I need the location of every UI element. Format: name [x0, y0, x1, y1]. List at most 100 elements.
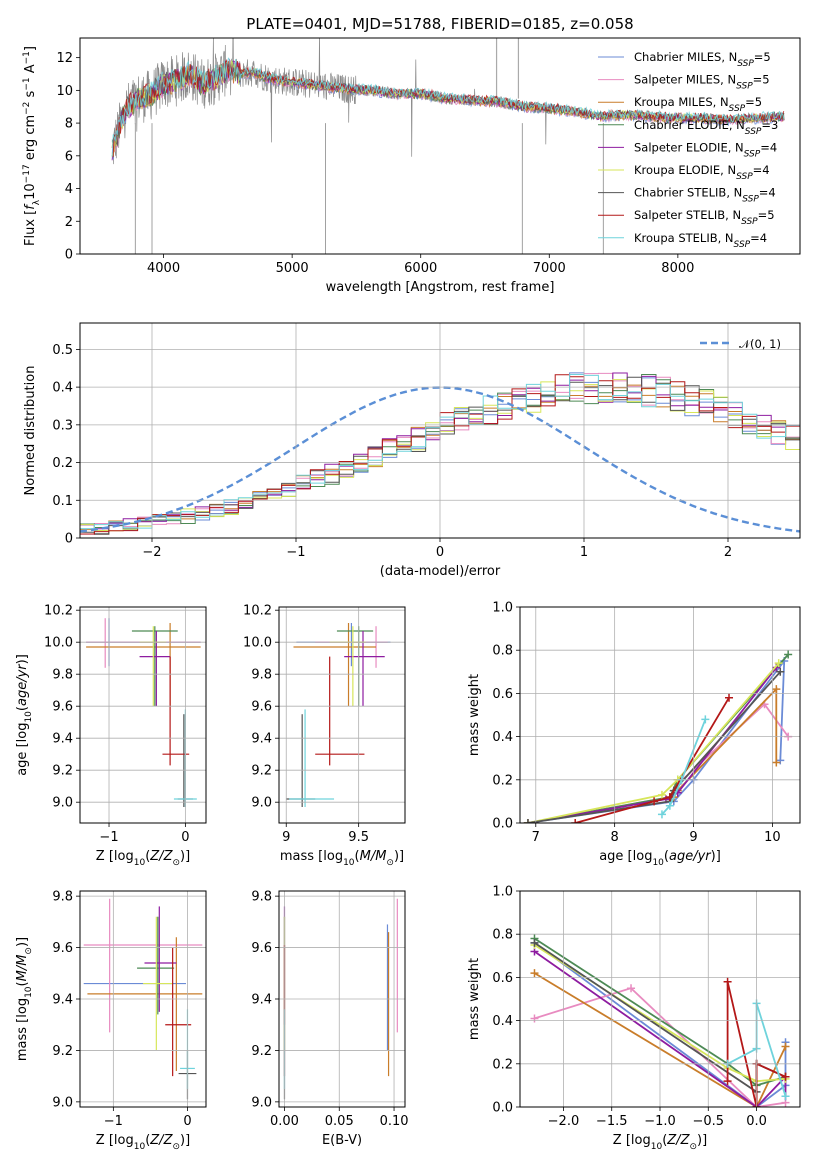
weight-series: [523, 700, 793, 823]
legend-label: Kroupa MILES, NSSP=5: [634, 95, 762, 114]
y-tick-label: 8: [65, 117, 73, 132]
weight-line: [527, 702, 789, 823]
axes-frame: [519, 890, 801, 1108]
x-axis-label: Z [log10(Z/Z⊙)]: [96, 849, 190, 868]
y-tick-label: 10: [56, 84, 73, 99]
axes-frame: [79, 606, 207, 824]
x-tick-label: −2: [142, 545, 161, 560]
weight-marker: [665, 793, 674, 802]
weight-marker: [781, 1042, 790, 1051]
weight-marker: [657, 810, 666, 819]
y-tick-label: 10.0: [44, 636, 73, 651]
weight-marker: [772, 758, 781, 767]
y-tick-label: 0.2: [492, 773, 513, 788]
weight-marker: [701, 715, 710, 724]
x-tick-label: −0.5: [692, 1114, 724, 1129]
error-bar-point: [329, 626, 366, 707]
axes-frame: [519, 606, 801, 824]
weight-line: [527, 658, 786, 823]
y-tick-label: 0.0: [492, 1101, 513, 1116]
x-tick-label: 7000: [533, 261, 566, 276]
weight-marker: [657, 790, 666, 799]
x-tick-label: 9: [282, 830, 290, 845]
error-bar-point: [293, 623, 377, 707]
weight-marker: [781, 1092, 790, 1101]
error-bar-point: [86, 618, 201, 668]
x-tick-label: 0.0: [746, 1114, 767, 1129]
weight-marker: [571, 819, 580, 823]
histogram-step-line: [80, 372, 800, 535]
y-tick-label: 0.4: [492, 1014, 513, 1029]
y-tick-label: 10.2: [44, 604, 73, 619]
weight-marker: [723, 1077, 732, 1086]
error-bar-point: [143, 916, 173, 1051]
error-bar-point: [286, 714, 316, 807]
y-tick-label: 9.4: [52, 732, 73, 747]
legend: Chabrier MILES, NSSP=5 Salpeter MILES, NS…: [598, 50, 778, 250]
panel-residuals: −2 −1 0 1 2 0 0.1 0.2 0.3 0.4 0.5 (data-model)/erro…: [23, 322, 801, 579]
y-tick-label: 9.8: [52, 668, 73, 683]
weight-marker: [650, 797, 659, 806]
y-tick-label: 9.0: [251, 1095, 272, 1110]
y-tick-label: 10.0: [243, 636, 272, 651]
y-tick-label: 9.4: [251, 732, 272, 747]
y-tick-label: 12: [56, 51, 73, 66]
y-tick-label: 9.0: [52, 796, 73, 811]
legend-label: Chabrier ELODIE, NSSP=3: [634, 118, 778, 137]
error-bar-point: [144, 906, 177, 1012]
weight-marker: [781, 1072, 790, 1081]
y-tick-label: 1.0: [492, 601, 513, 616]
legend-label: Salpeter MILES, NSSP=5: [634, 73, 770, 92]
axes-frame: [278, 606, 406, 824]
x-tick-label: 8000: [661, 261, 694, 276]
error-bar-point: [86, 623, 201, 707]
x-tick-label: 0: [181, 830, 189, 845]
panel-mass-vs-Z: −1 0 9.0 9.2 9.4 9.6 9.8 Z [log10(Z/Z⊙)] mass [l…: [15, 890, 207, 1152]
x-tick-label: 7: [532, 830, 540, 845]
x-axis-label: E(B-V): [322, 1133, 362, 1148]
weight-line: [533, 950, 787, 1107]
panel-age-vs-mass: 9 9.5 9.0 9.2 9.4 9.6 9.8 10.0 10.2 mass [log10(M…: [243, 604, 406, 868]
y-tick-label: 9.8: [52, 890, 73, 905]
x-axis-label: mass [log10(M/M⊙)]: [280, 849, 404, 868]
weight-marker: [530, 1014, 539, 1023]
legend-label: Kroupa STELIB, NSSP=4: [634, 231, 767, 250]
y-axis-label: mass weight: [467, 674, 482, 756]
y-tick-label: 9.2: [52, 764, 73, 779]
legend: 𝒩(0, 1): [700, 337, 781, 351]
y-tick-label: 0.1: [52, 494, 73, 509]
y-tick-label: 9.8: [251, 668, 272, 683]
y-tick-label: 9.2: [251, 764, 272, 779]
x-tick-label: −1: [286, 545, 305, 560]
error-bar-point: [289, 709, 335, 807]
error-bar-point: [137, 916, 175, 1015]
x-tick-label: −1.0: [644, 1114, 676, 1129]
y-tick-label: 9.0: [52, 1095, 73, 1110]
plot-area: [286, 623, 391, 807]
y-tick-label: 0.5: [52, 343, 73, 358]
y-tick-label: 0.6: [492, 687, 513, 702]
x-tick-label: 1: [580, 545, 588, 560]
x-tick-label: 0: [183, 1114, 191, 1129]
plot-area: [80, 372, 800, 535]
weight-marker: [665, 801, 674, 810]
error-bar-point: [162, 656, 190, 766]
error-bar-point: [315, 656, 365, 766]
x-tick-label: 0.00: [270, 1114, 299, 1129]
weight-series: [523, 667, 785, 823]
y-axis-label: mass weight: [467, 958, 482, 1040]
model-line: [111, 62, 785, 147]
y-tick-label: 6: [65, 149, 73, 164]
y-tick-label: 0.8: [492, 928, 513, 943]
x-tick-label: −1.5: [596, 1114, 628, 1129]
y-tick-label: 2: [65, 215, 73, 230]
axes-frame: [79, 37, 801, 255]
y-tick-label: 9.2: [52, 1044, 73, 1059]
weight-marker: [530, 938, 539, 947]
x-tick-label: 6000: [404, 261, 437, 276]
weight-marker: [772, 685, 781, 694]
weight-marker: [776, 667, 785, 676]
x-tick-label: 0: [436, 545, 444, 560]
histogram-step-line: [80, 374, 800, 530]
legend-label: Chabrier MILES, NSSP=5: [634, 50, 771, 69]
